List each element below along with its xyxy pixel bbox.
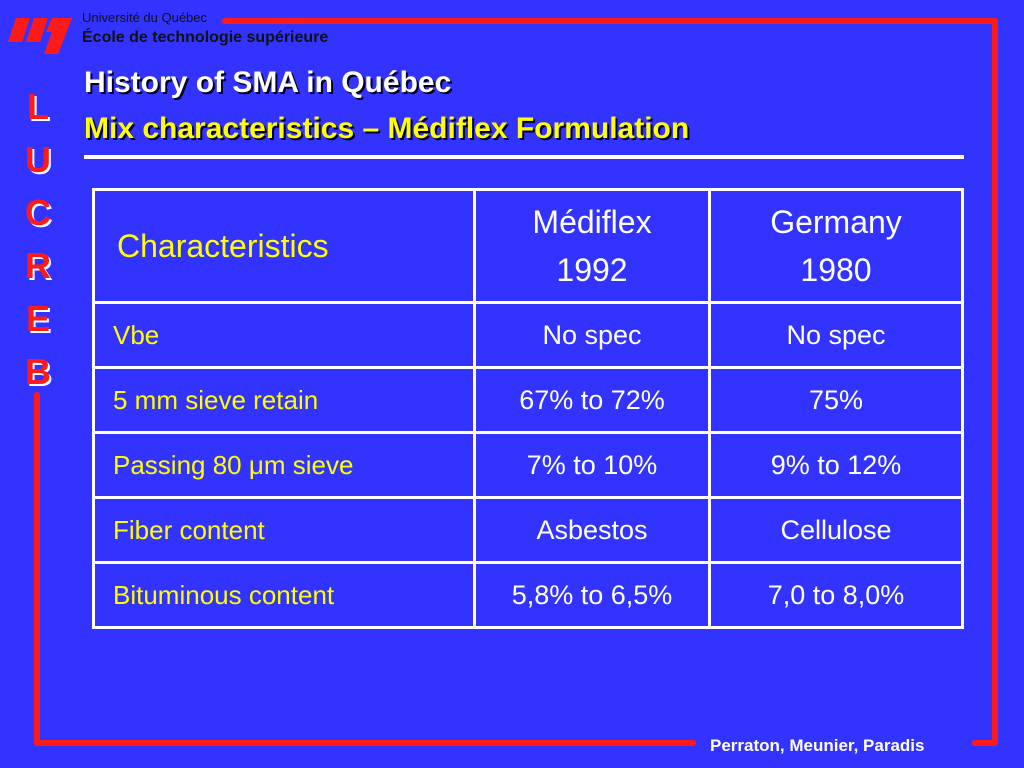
- row-label: 5 mm sieve retain: [92, 366, 476, 434]
- footer-authors: Perraton, Meunier, Paradis: [710, 736, 925, 755]
- mediflex-value: 67% to 72%: [473, 366, 711, 434]
- mediflex-value: No spec: [473, 301, 711, 369]
- frame-top-line: [222, 18, 998, 24]
- lucreb-vertical-label: L U C R E B: [18, 80, 58, 398]
- header-germany-name: Germany: [770, 204, 902, 240]
- header-germany: Germany 1980: [708, 188, 964, 304]
- mediflex-value: 7% to 10%: [473, 431, 711, 499]
- row-label: Passing 80 μm sieve: [92, 431, 476, 499]
- side-letter: B: [25, 351, 51, 392]
- row-label: Bituminous content: [92, 561, 476, 629]
- frame-left-line: [34, 392, 40, 746]
- row-label: Fiber content: [92, 496, 476, 564]
- header-mediflex-year: 1992: [556, 252, 628, 288]
- title-divider: [84, 155, 964, 159]
- table-row: Fiber content Asbestos Cellulose: [92, 496, 964, 564]
- frame-bottom-line-left: [34, 740, 696, 746]
- germany-value: Cellulose: [708, 496, 964, 564]
- germany-value: No spec: [708, 301, 964, 369]
- germany-value: 75%: [708, 366, 964, 434]
- table-row: Bituminous content 5,8% to 6,5% 7,0 to 8…: [92, 561, 964, 629]
- side-letter: R: [25, 245, 51, 286]
- header-characteristics: Characteristics: [92, 188, 476, 304]
- side-letter: C: [25, 192, 51, 233]
- frame-bottom-line-right: [972, 740, 998, 746]
- school-name: École de technologie supérieure: [82, 29, 329, 46]
- mix-characteristics-table: Characteristics Médiflex 1992 Germany 19…: [92, 188, 964, 629]
- university-name: Université du Québec: [82, 10, 208, 25]
- side-letter: E: [25, 298, 50, 339]
- header-germany-year: 1980: [800, 252, 872, 288]
- table-header-row: Characteristics Médiflex 1992 Germany 19…: [92, 188, 964, 304]
- slide-title: History of SMA in Québec: [84, 66, 452, 99]
- table-row: Passing 80 μm sieve 7% to 10% 9% to 12%: [92, 431, 964, 499]
- row-label: Vbe: [92, 301, 476, 369]
- table-row: 5 mm sieve retain 67% to 72% 75%: [92, 366, 964, 434]
- header-mediflex-name: Médiflex: [532, 204, 652, 240]
- ets-logo-icon: [8, 18, 72, 54]
- side-letter: U: [25, 139, 51, 180]
- frame-right-line: [992, 18, 998, 744]
- mediflex-value: 5,8% to 6,5%: [473, 561, 711, 629]
- header-mediflex: Médiflex 1992: [473, 188, 711, 304]
- slide-subtitle: Mix characteristics – Médiflex Formulati…: [84, 112, 690, 145]
- mediflex-value: Asbestos: [473, 496, 711, 564]
- side-letter: L: [27, 86, 49, 127]
- germany-value: 9% to 12%: [708, 431, 964, 499]
- germany-value: 7,0 to 8,0%: [708, 561, 964, 629]
- table-row: Vbe No spec No spec: [92, 301, 964, 369]
